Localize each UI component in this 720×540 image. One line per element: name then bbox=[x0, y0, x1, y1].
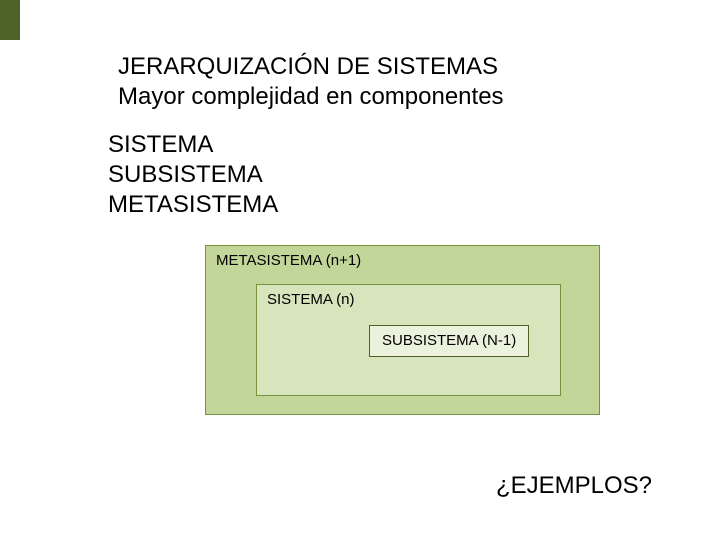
title-block: JERARQUIZACIÓN DE SISTEMAS Mayor complej… bbox=[118, 52, 504, 112]
nested-diagram: METASISTEMA (n+1) SISTEMA (n) SUBSISTEMA… bbox=[205, 245, 600, 415]
box-label-sistema: SISTEMA (n) bbox=[267, 291, 355, 308]
bullet-item: SUBSISTEMA bbox=[108, 160, 278, 190]
box-subsistema: SUBSISTEMA (N-1) bbox=[369, 325, 529, 357]
bullet-item: SISTEMA bbox=[108, 130, 278, 160]
accent-bar bbox=[0, 0, 20, 40]
bullet-item: METASISTEMA bbox=[108, 190, 278, 220]
box-label-metasistema: METASISTEMA (n+1) bbox=[216, 252, 361, 269]
box-label-subsistema: SUBSISTEMA (N-1) bbox=[382, 332, 516, 349]
bullet-list: SISTEMA SUBSISTEMA METASISTEMA bbox=[108, 130, 278, 220]
box-sistema: SISTEMA (n) SUBSISTEMA (N-1) bbox=[256, 284, 561, 396]
title-line-1: JERARQUIZACIÓN DE SISTEMAS bbox=[118, 52, 504, 82]
box-metasistema: METASISTEMA (n+1) SISTEMA (n) SUBSISTEMA… bbox=[205, 245, 600, 415]
footer-question: ¿EJEMPLOS? bbox=[496, 472, 652, 500]
title-line-2: Mayor complejidad en componentes bbox=[118, 82, 504, 112]
